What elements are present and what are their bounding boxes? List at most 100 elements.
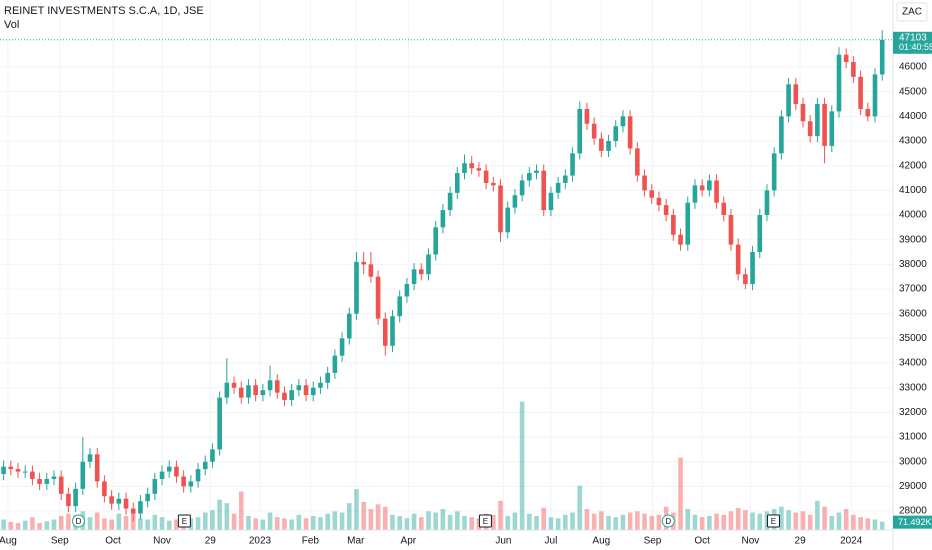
- candle-body: [411, 269, 417, 285]
- volume-bar: [332, 511, 338, 530]
- volume-bar: [879, 521, 885, 530]
- x-tick-label: Nov: [153, 536, 171, 547]
- candle-body: [296, 385, 302, 391]
- candle-body: [440, 210, 446, 228]
- volume-bar: [692, 514, 698, 530]
- volume-bar: [138, 518, 143, 530]
- candle-body: [310, 387, 316, 396]
- candle-body: [872, 74, 878, 117]
- volume-bar: [166, 520, 172, 530]
- candle-body: [94, 454, 100, 482]
- grid: [0, 0, 893, 530]
- volume-bar: [447, 514, 453, 530]
- volume-bar: [339, 512, 345, 530]
- candle-body: [707, 180, 712, 191]
- volume-bar: [491, 514, 496, 530]
- candle-body: [260, 390, 266, 396]
- volume-bar: [267, 512, 273, 530]
- candle-body: [325, 372, 330, 383]
- volume-bar: [390, 514, 395, 530]
- candle-body: [476, 168, 482, 171]
- volume-bar: [620, 514, 626, 530]
- volume-bar: [102, 518, 107, 530]
- currency-box[interactable]: [896, 2, 928, 22]
- candle-body: [375, 276, 381, 319]
- candle-body: [181, 476, 186, 487]
- candle-body: [1, 466, 6, 475]
- candle-body: [447, 192, 453, 211]
- candle-body: [159, 471, 165, 479]
- y-tick-label: 46000: [899, 62, 927, 73]
- volume-bar: [210, 510, 215, 530]
- x-tick-label: Apr: [401, 536, 417, 547]
- candle-body: [771, 153, 777, 191]
- volume-label-box: [893, 515, 932, 529]
- candle-body: [152, 478, 158, 494]
- volume-bar: [346, 503, 352, 530]
- candle-body: [303, 385, 309, 396]
- volume-bar: [202, 512, 208, 530]
- volume-bar: [159, 517, 165, 530]
- x-tick-label: Aug: [0, 536, 17, 547]
- volume-bar: [58, 516, 64, 530]
- candle-body: [354, 261, 359, 314]
- candle-body: [613, 126, 619, 142]
- volume-bar: [274, 517, 280, 530]
- candle-body: [858, 76, 863, 109]
- candle-body: [829, 111, 835, 146]
- volume-bar: [577, 485, 583, 530]
- candle-body: [22, 471, 28, 473]
- volume-bar: [30, 517, 35, 530]
- candle-body: [73, 488, 78, 507]
- volume-bar: [231, 513, 237, 530]
- candle-body: [361, 261, 366, 265]
- earnings-marker: [177, 514, 191, 528]
- volume-bar: [512, 512, 518, 530]
- volume-bar: [361, 502, 366, 530]
- candle-body: [102, 481, 107, 497]
- candle-body: [246, 385, 251, 398]
- volume-bar: [498, 500, 503, 530]
- candle-body: [66, 493, 71, 507]
- candles: [1, 29, 885, 521]
- volume-bar: [440, 509, 446, 530]
- volume-bar: [541, 507, 547, 530]
- volume-bar: [685, 509, 691, 530]
- volume-bar: [224, 503, 230, 530]
- candle-body: [519, 180, 525, 196]
- countdown-label: 01:40:55: [899, 42, 932, 52]
- y-tick-label: 42000: [899, 160, 927, 171]
- volume-bar: [94, 512, 100, 530]
- volume-bar: [303, 518, 309, 530]
- volume-bar: [217, 499, 222, 530]
- volume-bar: [37, 523, 42, 530]
- currency[interactable]: ZAC: [902, 7, 922, 18]
- last-price-box: [893, 31, 932, 54]
- candle-body: [750, 252, 755, 285]
- volume-bar: [555, 518, 561, 530]
- volume-bar: [375, 504, 381, 530]
- candle-body: [879, 39, 885, 75]
- last-price-label: 47103: [899, 32, 927, 43]
- candle-body: [195, 469, 201, 482]
- candle-body: [58, 476, 64, 494]
- candle-body: [642, 175, 647, 191]
- candle-body: [584, 108, 590, 124]
- volume-bar: [807, 514, 813, 530]
- volume-bar: [15, 523, 21, 530]
- candle-body: [339, 338, 345, 356]
- y-tick-label: 44000: [899, 111, 927, 122]
- candle-body: [541, 170, 547, 211]
- volume-bar: [707, 516, 712, 530]
- volume-bar: [382, 506, 388, 530]
- volume-bar: [563, 514, 568, 530]
- volume-bar: [123, 516, 129, 530]
- candle-body: [116, 498, 122, 504]
- volume-bar: [836, 512, 842, 530]
- x-tick-label: 2023: [249, 536, 272, 547]
- candle-body: [404, 284, 410, 297]
- candle-body: [210, 449, 215, 462]
- axes: [0, 0, 894, 550]
- candle-body: [433, 227, 439, 255]
